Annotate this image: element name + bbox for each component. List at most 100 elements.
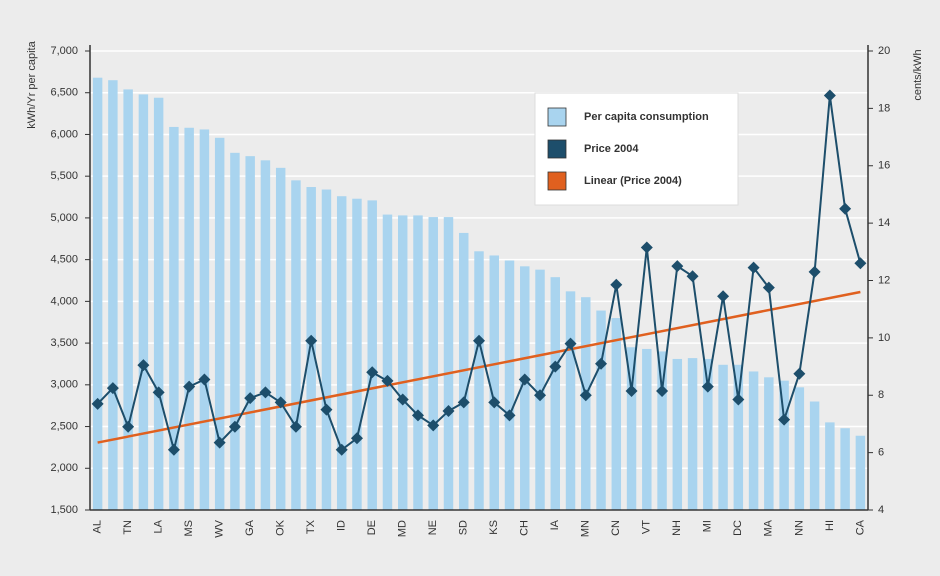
price-marker	[366, 366, 379, 379]
bar	[718, 364, 728, 510]
legend-swatch	[547, 139, 567, 159]
bar	[764, 377, 774, 510]
y-tick-label: 4,000	[50, 295, 78, 307]
price-marker	[152, 386, 165, 399]
price-marker	[518, 373, 531, 386]
x-tick-label: DC	[732, 520, 744, 536]
price-marker	[381, 374, 394, 387]
price-marker	[259, 386, 272, 399]
bar	[733, 364, 744, 510]
legend-label: Price 2004	[584, 143, 639, 155]
x-tick-label: VT	[641, 520, 653, 534]
price-marker	[686, 270, 699, 283]
bar	[504, 260, 515, 510]
price-marker	[595, 357, 608, 370]
x-tick-label: GA	[244, 519, 256, 536]
price-marker	[457, 396, 470, 409]
price-marker	[732, 393, 745, 406]
bar	[428, 217, 438, 511]
x-tick-label: LA	[153, 519, 165, 533]
x-tick-label: WV	[214, 519, 226, 537]
bar	[382, 214, 393, 510]
bar	[596, 310, 606, 510]
x-tick-label: TX	[305, 519, 317, 534]
price-marker	[503, 409, 516, 422]
y2-tick-label: 16	[878, 160, 890, 172]
x-tick-label: NH	[671, 520, 683, 536]
bar	[825, 422, 835, 510]
x-tick-label: CA	[854, 519, 866, 535]
y-tick-label: 2,500	[50, 420, 78, 432]
legend-label: Linear (Price 2004)	[584, 175, 682, 187]
price-marker	[701, 380, 714, 393]
price-marker	[396, 393, 409, 406]
bar	[840, 428, 850, 510]
bar	[779, 380, 789, 510]
price-marker	[854, 257, 867, 270]
bar	[748, 371, 759, 510]
price-marker	[335, 443, 348, 456]
price-marker	[244, 392, 257, 405]
price-marker	[289, 420, 302, 433]
bar	[642, 348, 652, 510]
bar	[199, 129, 210, 510]
price-marker	[610, 278, 623, 291]
x-tick-label: SD	[458, 520, 470, 535]
x-tick-label: HI	[824, 520, 836, 531]
x-tick-label: ID	[336, 520, 348, 531]
x-tick-label: DE	[366, 520, 378, 535]
bar	[169, 126, 179, 510]
bar	[581, 297, 591, 510]
price-marker	[808, 265, 821, 278]
bar	[108, 80, 118, 510]
bar	[184, 127, 194, 510]
price-marker	[320, 403, 333, 416]
y-tick-label: 4,500	[50, 254, 78, 266]
price-marker	[534, 389, 547, 402]
price-marker	[137, 359, 150, 372]
bar	[550, 277, 561, 510]
price-marker	[488, 396, 501, 409]
price-marker	[778, 413, 791, 426]
bar	[657, 351, 667, 510]
x-tick-label: NE	[427, 520, 439, 535]
y-tick-label: 7,000	[50, 45, 78, 57]
x-tick-label: TN	[122, 520, 134, 535]
bar	[123, 89, 133, 510]
price-marker	[91, 397, 104, 410]
y2-tick-label: 4	[878, 504, 884, 516]
price-marker	[473, 334, 485, 347]
bar	[489, 255, 499, 510]
y-axis-label: kWh/Yr per capita	[26, 40, 38, 128]
x-tick-label: KS	[488, 520, 500, 535]
price-marker	[656, 384, 669, 397]
bar	[794, 387, 805, 510]
y-tick-label: 6,500	[50, 87, 78, 99]
price-marker	[823, 89, 836, 102]
price-marker	[274, 396, 287, 409]
price-marker	[305, 334, 318, 347]
y2-axis-label: cents/kWh	[912, 49, 924, 100]
bar	[565, 291, 576, 510]
price-marker	[167, 443, 180, 456]
bar	[291, 180, 301, 510]
legend: Per capita consumption Price 2004 Linear (…	[534, 92, 739, 206]
price-marker	[183, 380, 196, 393]
x-tick-label: MA	[763, 519, 775, 536]
bar	[397, 215, 408, 510]
bar	[703, 358, 713, 510]
y-tick-label: 5,500	[50, 170, 78, 182]
x-tick-label: MD	[397, 520, 409, 537]
price-marker	[411, 409, 424, 422]
legend-box	[534, 92, 739, 206]
y-tick-label: 3,000	[50, 379, 78, 391]
bar	[92, 77, 103, 511]
legend-swatch	[547, 171, 567, 191]
x-tick-label: AL	[92, 520, 104, 533]
y-tick-label: 2,000	[50, 462, 78, 474]
bar	[672, 358, 683, 510]
x-tick-label: OK	[275, 519, 287, 536]
bar	[336, 196, 347, 510]
bar	[153, 97, 164, 510]
price-marker	[579, 389, 592, 402]
